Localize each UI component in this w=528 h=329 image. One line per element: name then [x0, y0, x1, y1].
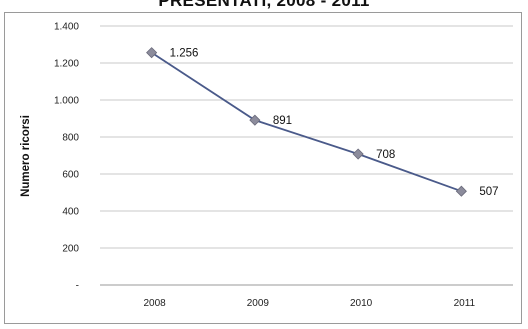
data-point-marker — [249, 114, 261, 126]
y-tick-label: - — [76, 281, 79, 292]
data-label: 507 — [479, 186, 498, 198]
data-label: 708 — [376, 149, 395, 161]
y-tick-label: 800 — [62, 133, 79, 144]
data-point-marker — [352, 148, 364, 160]
line-chart: - 200 400 600 800 1.000 1.200 1.400 2008 2009 201… — [20, 22, 513, 309]
y-tick-label: 400 — [62, 207, 79, 218]
chart-title: PRESENTATI, 2008 - 2011 — [158, 0, 370, 10]
series-line — [151, 51, 462, 193]
x-tick-label: 2011 — [454, 298, 476, 309]
y-tick-label: 1.400 — [54, 22, 79, 33]
series-markers — [146, 47, 467, 197]
y-tick-label: 200 — [62, 244, 79, 255]
data-labels: 1.256 891 708 507 — [170, 48, 499, 199]
x-tick-label: 2008 — [144, 298, 167, 309]
series-line-path — [151, 51, 462, 193]
data-point-marker — [455, 185, 467, 197]
y-tick-label: 1.200 — [54, 59, 79, 70]
data-label: 891 — [273, 115, 292, 127]
chart-area: - 200 400 600 800 1.000 1.200 1.400 2008 2009 201… — [4, 12, 522, 324]
x-tick-label: 2009 — [247, 298, 270, 309]
x-axis-ticks: 2008 2009 2010 2011 — [144, 298, 476, 309]
y-tick-label: 600 — [62, 170, 79, 181]
data-label: 1.256 — [170, 48, 199, 60]
y-axis-ticks: - 200 400 600 800 1.000 1.200 1.400 — [54, 22, 79, 292]
y-axis-title: Numero ricorsi — [20, 115, 32, 197]
data-point-marker — [146, 47, 158, 59]
y-tick-label: 1.000 — [54, 96, 79, 107]
x-tick-label: 2010 — [350, 298, 373, 309]
gridlines — [100, 25, 513, 286]
